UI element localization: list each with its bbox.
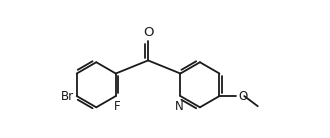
Text: O: O: [143, 26, 153, 39]
Text: F: F: [114, 100, 120, 113]
Text: N: N: [175, 100, 184, 113]
Text: Br: Br: [61, 90, 74, 103]
Text: O: O: [238, 90, 248, 103]
